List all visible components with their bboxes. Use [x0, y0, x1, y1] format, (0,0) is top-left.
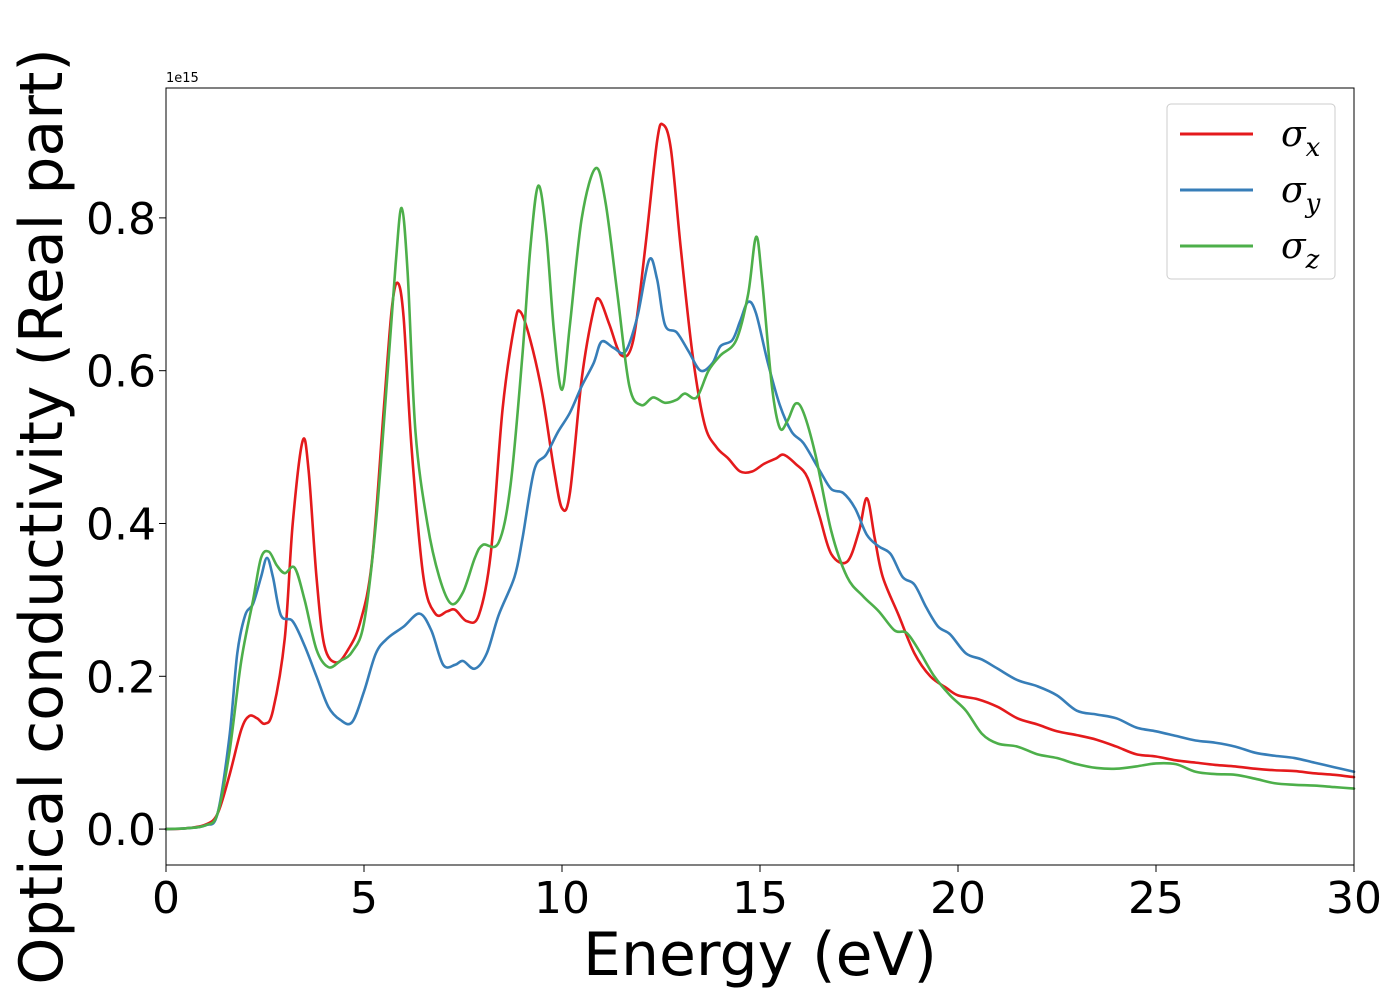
legend: σx σy σz [1166, 103, 1336, 280]
x-tick-label: 15 [732, 873, 788, 924]
x-tick-label: 30 [1326, 873, 1382, 924]
x-tick-label: 10 [534, 873, 590, 924]
y-axis-ticks: 0.0 0.2 0.4 0.6 0.8 [86, 194, 166, 856]
y-tick-label: 0.6 [86, 347, 156, 398]
x-tick-label: 0 [152, 873, 180, 924]
legend-label-z: σz [1281, 226, 1320, 275]
y-tick-label: 0.2 [86, 652, 156, 703]
x-tick-label: 20 [930, 873, 986, 924]
legend-label-x: σx [1281, 114, 1321, 163]
y-tick-label: 0.4 [86, 499, 156, 550]
series-line-y [164, 257, 1356, 831]
x-axis-ticks: 0 5 10 15 20 25 30 [152, 865, 1382, 924]
series-line-x [164, 122, 1356, 831]
series-layer [164, 122, 1356, 831]
x-tick-label: 25 [1128, 873, 1184, 924]
series-line-z [164, 166, 1356, 831]
y-offset-text: 1e15 [166, 71, 199, 86]
x-tick-label: 5 [350, 873, 378, 924]
y-tick-label: 0.8 [86, 194, 156, 245]
legend-label-y: σy [1281, 170, 1321, 219]
y-axis-label: Optical conductivity (Real part) [7, 48, 77, 985]
y-tick-label: 0.0 [86, 805, 156, 856]
x-axis-label: Energy (eV) [583, 920, 937, 990]
